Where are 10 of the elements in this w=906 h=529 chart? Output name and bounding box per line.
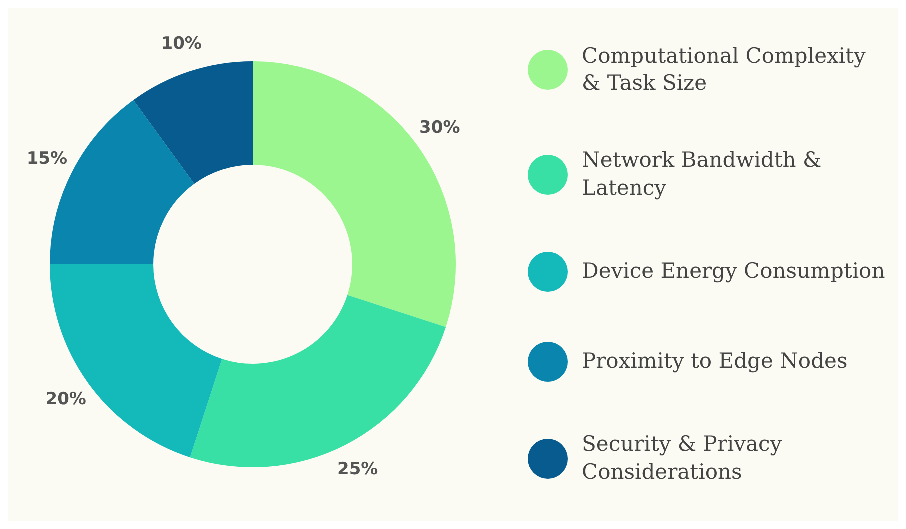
legend-label: Network Bandwidth & Latency xyxy=(582,147,823,202)
legend-label: Security & Privacy Considerations xyxy=(582,431,784,486)
legend-label: Computational Complexity & Task Size xyxy=(582,42,867,98)
data-label: 15% xyxy=(26,149,68,170)
legend-label: Device Energy Consumption xyxy=(582,258,886,286)
data-label: 10% xyxy=(161,34,202,54)
legend-label: Proximity to Edge Nodes xyxy=(582,348,848,375)
data-label: 30% xyxy=(420,118,460,138)
data-label: 20% xyxy=(46,390,86,410)
data-label: 25% xyxy=(338,460,378,480)
